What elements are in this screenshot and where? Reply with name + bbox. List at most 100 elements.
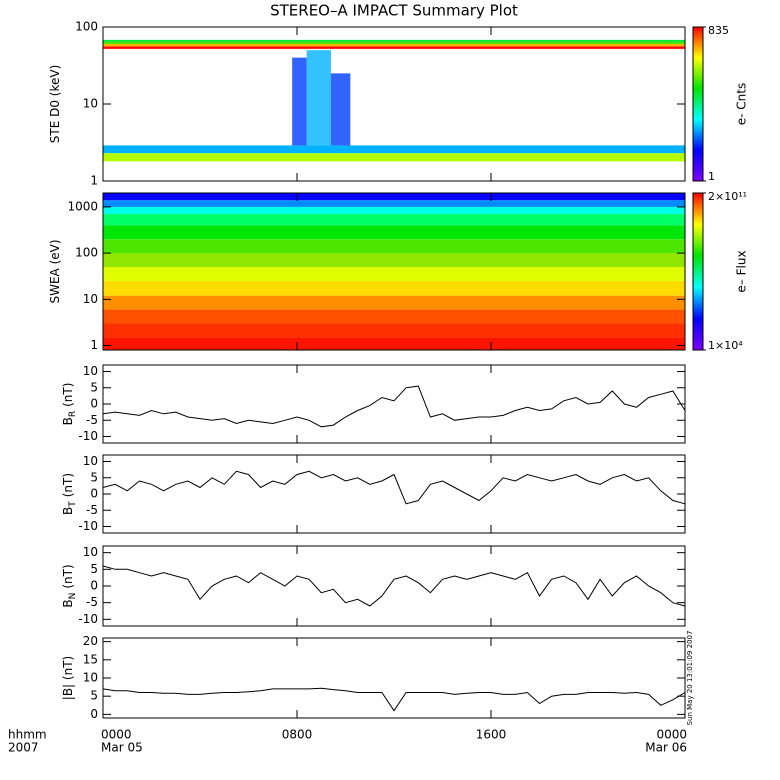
spectrogram-band	[103, 295, 685, 310]
spectrogram-event	[330, 73, 351, 146]
colorbar	[692, 26, 704, 182]
spectrogram-band	[103, 41, 685, 45]
y-tick-label: 20	[83, 634, 98, 648]
trace	[102, 687, 686, 712]
panel: 0 5 10 15 20 |B| (nT)	[61, 634, 686, 721]
y-tick-label: -10	[78, 429, 98, 443]
y-tick-label: 5	[90, 689, 98, 703]
spectrogram-band	[103, 239, 685, 254]
trace	[102, 470, 686, 505]
date-label: Mar 05	[101, 741, 143, 755]
y-axis-label-part: B	[61, 417, 75, 425]
y-tick-label: 10	[83, 364, 98, 378]
spectrogram-band	[103, 280, 685, 296]
panel: 1×10⁴ 2×10¹¹ e– Flux 1 10 100 1000 SWEA (eV)	[48, 190, 749, 352]
y-tick-label: 1000	[67, 199, 98, 213]
y-axis-label-part: B	[61, 507, 75, 515]
spectrogram-band	[103, 193, 685, 201]
y-tick-label: 5	[90, 380, 98, 394]
panel-frame	[102, 192, 686, 351]
spectrogram-band	[103, 267, 685, 281]
panel: -10 -5 0 5 10 BR (nT)	[61, 364, 686, 444]
colorbar-label: e– Flux	[735, 250, 749, 292]
spectrogram-band	[103, 323, 685, 338]
y-tick-label: 100	[75, 20, 98, 34]
spectrogram-band	[103, 337, 685, 350]
colorbar-tick-label: 2×10¹¹	[708, 190, 747, 203]
y-tick-label: 0	[90, 487, 98, 501]
spectrogram-band	[103, 309, 685, 324]
y-tick-label: 0	[90, 579, 98, 593]
y-axis-label-part: R	[68, 411, 78, 417]
panel-frame	[102, 364, 686, 444]
y-tick-label: 10	[83, 545, 98, 559]
panel: 1 835 e- Cnts 1 10 100 STE D0 (keV)	[48, 20, 749, 188]
spectrogram-band	[103, 145, 685, 154]
spectrogram-event	[292, 57, 307, 146]
spectrogram-band	[103, 44, 685, 47]
spectrogram-band	[103, 200, 685, 207]
y-tick-label: 10	[83, 454, 98, 468]
y-tick-label: -10	[78, 519, 98, 533]
y-axis-label-part: (nT)	[61, 564, 75, 588]
panel-frame	[102, 454, 686, 534]
y-tick-label: 5	[90, 470, 98, 484]
y-tick-label: -5	[86, 503, 98, 517]
y-axis-label: BT (nT)	[61, 473, 78, 515]
year-label: 2007	[8, 741, 39, 755]
y-tick-label: 100	[75, 246, 98, 260]
spectrogram-band	[103, 153, 685, 162]
y-tick-label: 1	[90, 338, 98, 352]
date-label: Mar 06	[645, 741, 687, 755]
y-tick-label: 15	[83, 652, 98, 666]
x-tick-label: 0800	[282, 728, 313, 742]
panel: -10 -5 0 5 10 BN (nT)	[61, 545, 686, 627]
y-tick-label: 1	[90, 174, 98, 188]
panel-frame	[102, 545, 686, 627]
y-axis-label: |B| (nT)	[61, 656, 75, 700]
spectrogram-band	[103, 253, 685, 268]
spectrogram-band	[103, 39, 685, 42]
x-tick-label: 0000	[101, 728, 132, 742]
y-tick-label: 10	[83, 97, 98, 111]
y-axis-label-part: STE D0 (keV)	[48, 65, 62, 144]
colorbar-tick-label: 835	[708, 24, 729, 37]
panel: -10 -5 0 5 10 BT (nT)	[61, 454, 686, 534]
y-tick-label: 10	[83, 292, 98, 306]
y-tick-label: 10	[83, 671, 98, 685]
plot-title: STEREO–A IMPACT Summary Plot	[270, 2, 518, 20]
y-axis-label: BR (nT)	[61, 383, 78, 426]
colorbar-tick-label: 1	[708, 170, 715, 183]
colorbar-label: e- Cnts	[735, 83, 749, 125]
time-unit-label: hhmm	[8, 728, 47, 742]
y-axis-label-part: (nT)	[61, 383, 75, 407]
y-axis-label-part: (nT)	[61, 473, 75, 497]
y-tick-label: 0	[90, 397, 98, 411]
y-axis-label-part: T	[68, 501, 78, 508]
y-axis-label-part: B	[61, 599, 75, 607]
spectrogram-band	[103, 214, 685, 226]
trace	[102, 385, 686, 428]
colorbar-tick-label: 1×10⁴	[708, 339, 743, 352]
y-tick-label: -10	[78, 612, 98, 626]
y-axis-label-part: |B| (nT)	[61, 656, 75, 700]
y-axis-label-part: SWEA (eV)	[48, 239, 62, 303]
y-tick-label: -5	[86, 413, 98, 427]
y-tick-label: 0	[90, 707, 98, 721]
footnote: Sun May 20 13:01:09 2007	[686, 631, 694, 726]
y-tick-label: 5	[90, 562, 98, 576]
spectrogram-band	[103, 206, 685, 215]
y-axis-label: BN (nT)	[61, 564, 78, 607]
panel-frame	[102, 637, 686, 719]
y-axis-label: SWEA (eV)	[48, 239, 62, 303]
x-tick-label: 0000	[656, 728, 687, 742]
spectrogram-band	[103, 46, 685, 49]
x-tick-label: 1600	[476, 728, 507, 742]
spectrogram-band	[103, 225, 685, 240]
spectrogram-event	[306, 50, 331, 146]
trace	[102, 565, 686, 607]
y-axis-label-part: N	[68, 593, 78, 600]
y-axis-label: STE D0 (keV)	[48, 65, 62, 144]
colorbar	[692, 192, 704, 351]
